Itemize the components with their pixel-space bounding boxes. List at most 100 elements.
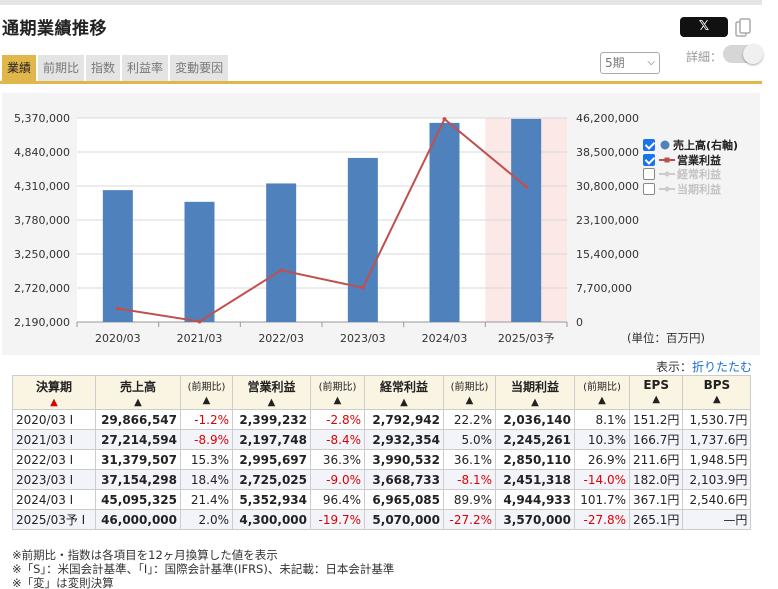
- header-bps[interactable]: BPS ▲: [682, 375, 752, 410]
- line-point: [115, 306, 120, 311]
- left-tick-label: 3,250,000: [14, 248, 70, 261]
- period-select[interactable]: 5期 ⌵: [600, 52, 660, 74]
- cell-operating: 2,725,025: [232, 469, 311, 490]
- x-tick-label: 2023/03: [340, 332, 386, 345]
- bar: [102, 190, 133, 322]
- sort-up-icon: ▲: [531, 397, 539, 408]
- x-tick-label: 2025/03予: [498, 332, 555, 345]
- header-period[interactable]: 決算期 ▲: [12, 375, 96, 410]
- sort-up-icon: ▲: [134, 397, 142, 408]
- sort-up-icon: ▲: [713, 394, 721, 405]
- top-divider: [0, 0, 762, 5]
- bar: [511, 118, 542, 322]
- cell-sales: 45,095,325: [95, 489, 181, 510]
- copy-icon[interactable]: [735, 18, 751, 38]
- toggle-knob: [743, 44, 763, 64]
- legend-item-operating[interactable]: 営業利益: [643, 153, 738, 168]
- header-operating[interactable]: 営業利益 ▲: [232, 375, 311, 410]
- cell-period: 2020/03 I: [12, 409, 96, 430]
- legend-item-ordinary[interactable]: 経常利益: [643, 167, 738, 182]
- header-ordinary[interactable]: 経常利益 ▲: [364, 375, 444, 410]
- cell-eps: 166.7円: [628, 429, 684, 450]
- header-operating-yoy[interactable]: (前期比) ▲: [310, 375, 365, 410]
- collapse-link[interactable]: 折りたたむ: [692, 360, 753, 374]
- detail-toggle[interactable]: [723, 44, 763, 64]
- checkbox-icon[interactable]: [643, 182, 655, 195]
- cell-net: 2,036,140: [495, 409, 575, 430]
- cell-sales-yoy: 15.3%: [180, 449, 233, 470]
- cell-sales-yoy: -1.2%: [180, 409, 233, 430]
- cell-bps: 2,103.9円: [682, 469, 752, 490]
- cell-ordinary: 6,965,085: [364, 489, 444, 510]
- chart-legend: 売上高(右軸) 営業利益 経常利益 当期利益: [643, 138, 738, 196]
- cell-sales-yoy: 2.0%: [180, 509, 233, 530]
- table-row: 2023/03 I 37,154,298 18.4% 2,725,025 -9.0% 3,…: [12, 469, 752, 490]
- cell-sales-yoy: 18.4%: [180, 469, 233, 490]
- right-tick-label: 46,200,000: [576, 112, 639, 125]
- cell-bps: 1,737.6円: [682, 429, 752, 450]
- tab-margin[interactable]: 利益率: [122, 55, 169, 81]
- period-select-value: 5期: [605, 56, 625, 70]
- tab-results[interactable]: 業績: [2, 55, 37, 81]
- tab-yoy[interactable]: 前期比: [38, 55, 85, 81]
- line-point: [442, 117, 447, 122]
- cell-sales: 46,000,000: [95, 509, 181, 530]
- header-net[interactable]: 当期利益 ▲: [495, 375, 575, 410]
- tab-underline: [0, 81, 762, 84]
- cell-ordinary-yoy: 89.9%: [443, 489, 496, 510]
- legend-label: 営業利益: [677, 153, 721, 167]
- bar: [184, 201, 215, 322]
- tab-factors[interactable]: 変動要因: [170, 55, 229, 81]
- left-tick-label: 5,370,000: [14, 112, 70, 125]
- sort-up-icon: ▲: [202, 395, 211, 406]
- header-eps[interactable]: EPS ▲: [628, 375, 684, 410]
- cell-net: 2,451,318: [495, 469, 575, 490]
- x-tick-label: 2021/03: [177, 332, 223, 345]
- checkbox-icon[interactable]: [643, 153, 655, 166]
- cell-operating-yoy: 36.3%: [310, 449, 365, 470]
- right-tick-label: 30,800,000: [576, 180, 639, 193]
- header-sales[interactable]: 売上高 ▲: [95, 375, 181, 410]
- sort-up-icon: ▲: [652, 394, 661, 405]
- checkbox-icon[interactable]: [643, 168, 655, 181]
- bar: [266, 183, 297, 322]
- checkbox-icon[interactable]: [643, 139, 655, 152]
- header-sales-yoy[interactable]: (前期比) ▲: [180, 375, 233, 410]
- header-net-yoy[interactable]: (前期比) ▲: [574, 375, 630, 410]
- legend-item-sales[interactable]: 売上高(右軸): [643, 138, 738, 153]
- cell-operating-yoy: -9.0%: [310, 469, 365, 490]
- cell-operating: 5,352,934: [232, 489, 311, 510]
- cell-net-yoy: -14.0%: [574, 469, 630, 490]
- display-control: 表示：折りたたむ: [656, 358, 752, 375]
- table-row: 2020/03 I 29,866,547 -1.2% 2,399,232 -2.8% 2,…: [12, 409, 752, 430]
- footnotes: ※前期比・指数は各項目を12ヶ月換算した値を表示 ※「S」：米国会計基準、「I」…: [12, 548, 394, 589]
- legend-item-net[interactable]: 当期利益: [643, 182, 738, 197]
- right-tick-label: 0: [576, 316, 583, 329]
- cell-bps: —円: [682, 509, 752, 530]
- chart-area: 2,190,000 0 2,720,000 7,700,000 3,250,000 15,…: [2, 93, 760, 355]
- header-ordinary-yoy[interactable]: (前期比) ▲: [443, 375, 496, 410]
- sort-up-icon: ▲: [400, 397, 408, 408]
- legend-label: 当期利益: [677, 182, 721, 196]
- tab-index[interactable]: 指数: [86, 55, 121, 81]
- cell-operating-yoy: -19.7%: [310, 509, 365, 530]
- cell-period: 2025/03予 I: [12, 509, 96, 530]
- cell-period: 2023/03 I: [12, 469, 96, 490]
- cell-period: 2024/03 I: [12, 489, 96, 510]
- cell-ordinary-yoy: -27.2%: [443, 509, 496, 530]
- cell-ordinary-yoy: -8.1%: [443, 469, 496, 490]
- legend-label: 経常利益: [677, 168, 721, 182]
- cell-eps: 367.1円: [628, 489, 684, 510]
- display-label: 表示：: [656, 360, 693, 374]
- detail-label: 詳細：: [686, 50, 723, 64]
- cell-ordinary: 3,990,532: [364, 449, 444, 470]
- line-series-icon: [659, 171, 675, 177]
- sort-up-icon: ▲: [598, 395, 606, 406]
- cell-period: 2021/03 I: [12, 429, 96, 450]
- cell-eps: 211.6円: [628, 449, 684, 470]
- table-row: 2022/03 I 31,379,507 15.3% 2,995,697 36.3% 3,…: [12, 449, 752, 470]
- table-row: 2025/03予 I 46,000,000 2.0% 4,300,000 -19.7% 5…: [12, 509, 752, 530]
- share-x-button[interactable]: 𝕏: [680, 17, 728, 37]
- cell-operating-yoy: -8.4%: [310, 429, 365, 450]
- table-header-row: 決算期 ▲ 売上高 ▲ (前期比) ▲ 営業利益 ▲ (前期比) ▲ 経常利益 ▲ (前期比…: [12, 375, 752, 410]
